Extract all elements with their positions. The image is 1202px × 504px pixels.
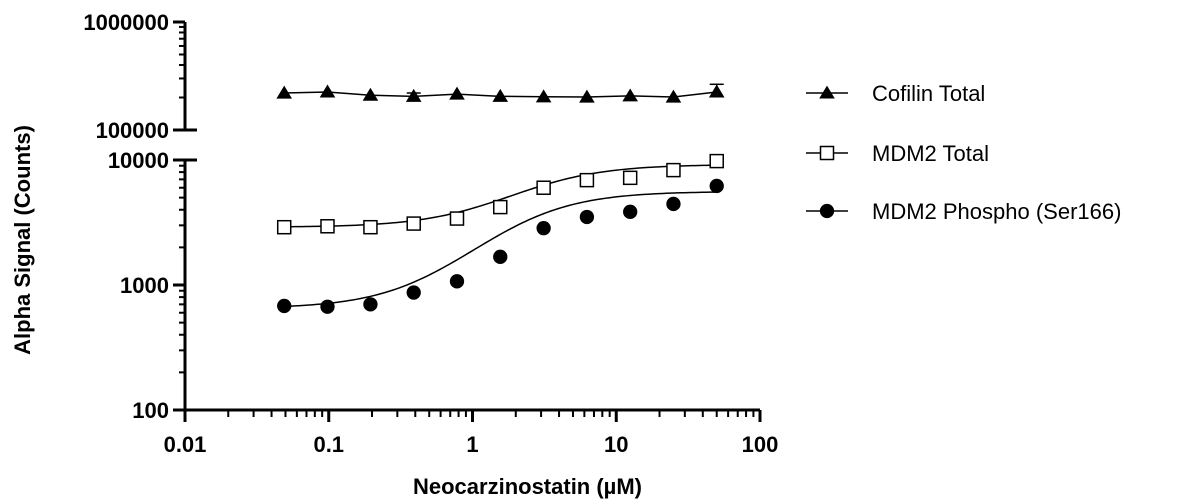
x-tick-label: 10 [604,432,628,457]
fit-curves [284,91,717,308]
data-point [665,89,682,103]
y-tick-label: 1000 [120,273,169,298]
data-point [623,204,638,219]
data-point [492,88,509,102]
axes: 0.01 0.1 1 10 100 100 1000 10000 100000 1000000 [83,10,778,457]
data-point [406,216,421,231]
data-point [493,199,508,215]
data-point [363,297,378,312]
data-point [622,170,638,186]
y-tick-label: 100 [132,398,169,423]
x-tick-label: 1 [466,432,478,457]
legend-marker [819,145,835,161]
data-point [709,178,724,194]
data-point [320,219,335,234]
data-point [363,219,378,235]
legend-label: Cofilin Total [872,81,985,106]
data-point [362,87,379,101]
y-tick-label: 10000 [108,148,169,173]
legend-marker [819,85,835,99]
y-axis-title: Alpha Signal (Counts) [10,125,35,355]
legend-label: MDM2 Total [872,141,989,166]
data-point [449,274,465,289]
data-point [622,88,638,102]
data-point [320,299,335,314]
x-tick-label: 0.1 [313,432,344,457]
data-point [579,172,595,188]
data-point [319,84,336,98]
fit-curve [284,164,717,228]
data-point [666,162,681,178]
data-point [277,298,292,314]
data-points [276,83,725,314]
data-point [276,219,292,235]
legend: Cofilin Total MDM2 Total MDM2 Phospho (Ser… [806,81,1121,224]
data-point [449,211,465,226]
fit-curve [284,191,717,308]
legend-label: MDM2 Phospho (Ser166) [872,199,1121,224]
data-point [666,196,681,212]
data-point [449,86,465,100]
legend-marker [819,203,835,219]
data-point [535,89,552,103]
y-tick-label: 100000 [96,118,169,143]
data-point [579,89,595,103]
y-tick-label: 1000000 [83,10,169,35]
data-point [536,220,551,236]
data-point [493,249,508,264]
data-point [579,209,595,225]
data-point [276,85,293,99]
data-point [708,84,725,98]
data-point [406,285,421,300]
x-tick-label: 0.01 [164,432,207,457]
x-tick-label: 100 [742,432,779,457]
x-axis-title: Neocarzinostatin (µM) [413,474,642,499]
data-point [709,153,724,169]
data-point [405,88,422,102]
data-point [536,180,551,195]
